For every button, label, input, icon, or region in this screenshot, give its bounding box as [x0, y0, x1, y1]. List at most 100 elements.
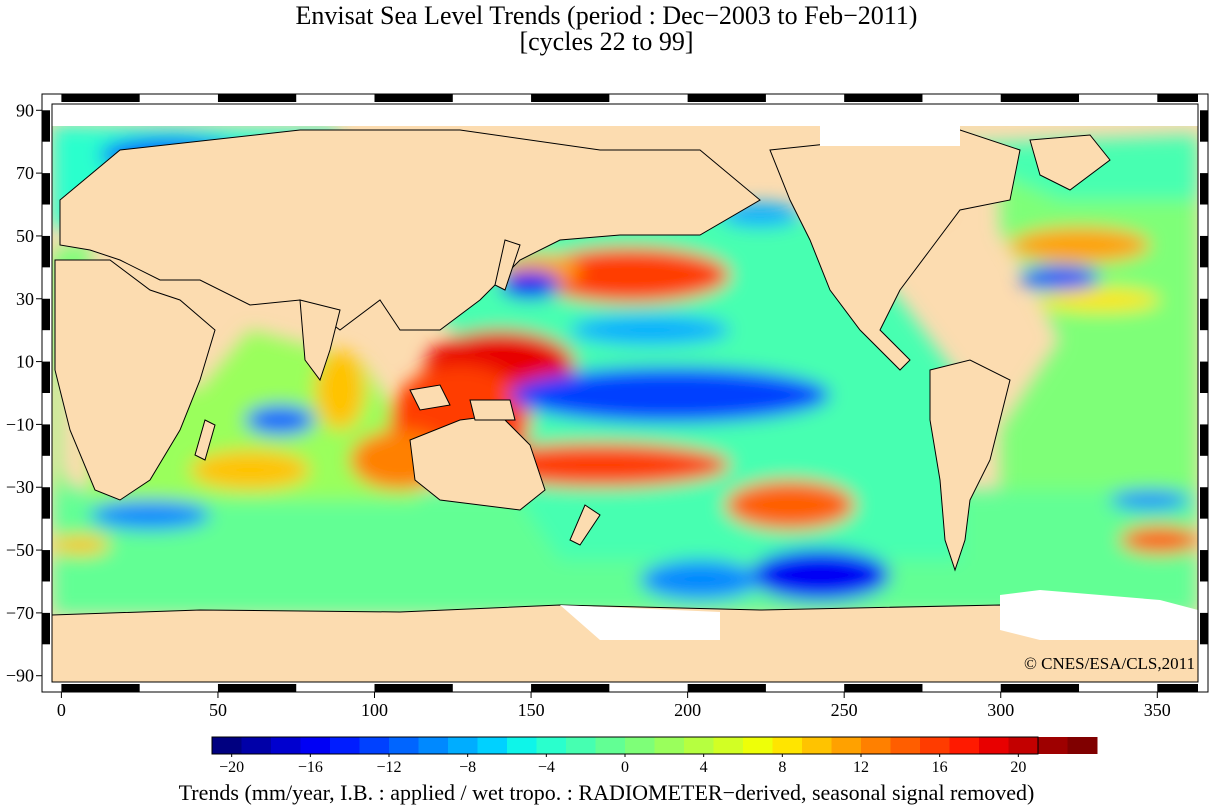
south-america-landmass — [929, 359, 1011, 572]
frame-scale-segment — [1200, 361, 1208, 393]
colorbar-swatch — [861, 737, 891, 754]
y-tick-label: 90 — [16, 100, 34, 120]
colorbar-swatch — [1008, 737, 1039, 754]
frame-scale-segment — [1000, 94, 1080, 102]
frame-scale-segment — [1200, 110, 1208, 142]
frame-scale-segment — [42, 173, 50, 205]
no-data-ice — [52, 104, 1198, 640]
x-axis: 0 50 100 150 200 250 300 350 — [57, 692, 1171, 720]
colorbar-swatch — [389, 737, 419, 754]
frame-scale-segment — [1200, 235, 1208, 268]
frame-scale-segment — [1200, 612, 1208, 645]
frame-scale-segment — [42, 235, 50, 268]
frame-scale-segment — [844, 94, 923, 102]
frame-scale-segment — [1157, 94, 1198, 102]
frame-scale-segment — [42, 298, 50, 331]
colorbar-swatch — [271, 737, 301, 754]
colorbar-swatch — [625, 737, 655, 754]
y-axis: 90 70 50 30 10 −10 −30 −50 −70 −90 — [6, 100, 42, 686]
frame-scale-segment — [531, 94, 610, 102]
frame-scale-segment — [42, 550, 50, 582]
frame-scale-segment — [42, 424, 50, 456]
y-tick-label: −30 — [6, 477, 34, 497]
frame-scale-segment — [42, 487, 50, 519]
y-tick-label: −10 — [6, 414, 34, 434]
x-tick-label: 50 — [209, 700, 227, 720]
colorbar-swatch — [359, 737, 390, 754]
y-tick-label: 70 — [16, 163, 34, 183]
frame-scale-segment — [42, 612, 50, 645]
frame-scale-segment — [1200, 298, 1208, 331]
colorbar-tick-label: −12 — [376, 759, 401, 776]
colorbar-swatch — [448, 737, 478, 754]
x-tick-label: 350 — [1144, 700, 1171, 720]
india-landmass — [299, 299, 341, 382]
colorbar-swatch — [949, 737, 980, 754]
colorbar-tick-label: 12 — [853, 759, 869, 776]
africa-landmass — [54, 259, 216, 501]
colorbar-swatch — [507, 737, 537, 754]
colorbar-swatch — [743, 737, 773, 754]
y-tick-label: 10 — [16, 352, 34, 372]
borneo-landmass — [409, 384, 451, 411]
colorbar-swatch — [684, 737, 714, 754]
frame-scale-segment — [1200, 424, 1208, 456]
frame-scale-segment — [1000, 684, 1080, 692]
frame-scale-segment — [1157, 684, 1198, 692]
y-tick-label: −50 — [6, 540, 34, 560]
x-tick-label: 250 — [831, 700, 858, 720]
colorbar-tick-label: 0 — [621, 759, 629, 776]
colorbar-swatch — [330, 737, 360, 754]
colorbar-swatch — [595, 737, 626, 754]
colorbar-swatch — [418, 737, 449, 754]
frame-scale-segment — [687, 684, 766, 692]
frame-scale-segment — [61, 684, 140, 692]
north-america-landmass — [769, 129, 1021, 371]
colorbar — [211, 736, 1098, 755]
frame-scale-segment — [1200, 487, 1208, 519]
colorbar-caption: Trends (mm/year, I.B. : applied / wet tr… — [178, 780, 1035, 805]
y-tick-label: 50 — [16, 226, 34, 246]
colorbar-swatch — [890, 737, 921, 754]
colorbar-labels: −20 −16 −12 −8 −4 0 4 8 12 16 20 — [219, 754, 1026, 776]
colorbar-swatch — [300, 737, 331, 754]
colorbar-tick-label: 8 — [778, 759, 786, 776]
madagascar-landmass — [194, 419, 216, 461]
frame-scale-segment — [687, 94, 766, 102]
colorbar-swatch — [654, 737, 685, 754]
frame-scale-segment — [374, 94, 453, 102]
colorbar-swatch — [831, 737, 862, 754]
ocean-trend-field — [52, 104, 1198, 682]
x-tick-label: 100 — [361, 700, 388, 720]
colorbar-swatch — [1067, 737, 1098, 754]
frame-scale-segment — [374, 684, 453, 692]
map-subtitle: [cycles 22 to 99] — [519, 27, 694, 56]
colorbar-tick-label: −16 — [298, 759, 323, 776]
frame-scale-segment — [217, 94, 297, 102]
colorbar-tick-label: 20 — [1010, 759, 1026, 776]
frame-scale-segment — [217, 684, 297, 692]
frame-scale-segment — [844, 684, 923, 692]
frame-scale-segment — [1200, 550, 1208, 582]
eurasia-landmass — [59, 129, 761, 331]
colorbar-tick-label: −8 — [459, 759, 476, 776]
y-tick-label: −90 — [6, 666, 34, 686]
colorbar-swatch — [477, 737, 508, 754]
greenland-landmass — [1029, 134, 1111, 191]
map-title: Envisat Sea Level Trends (period : Dec−2… — [295, 1, 918, 30]
antarctica-landmass — [52, 604, 1198, 682]
map-frame — [41, 93, 1209, 693]
colorbar-tick-label: 4 — [700, 759, 708, 776]
japan-landmass — [494, 239, 521, 291]
new-zealand-landmass — [569, 504, 601, 546]
colorbar-swatch — [212, 737, 242, 754]
colorbar-tick-label: −4 — [538, 759, 555, 776]
x-tick-label: 0 — [57, 700, 66, 720]
frame-scale-segment — [61, 94, 140, 102]
frame-scale-segment — [42, 110, 50, 142]
x-tick-label: 150 — [518, 700, 545, 720]
colorbar-tick-label: 16 — [932, 759, 948, 776]
colorbar-swatch — [1038, 737, 1068, 754]
colorbar-swatch — [802, 737, 832, 754]
